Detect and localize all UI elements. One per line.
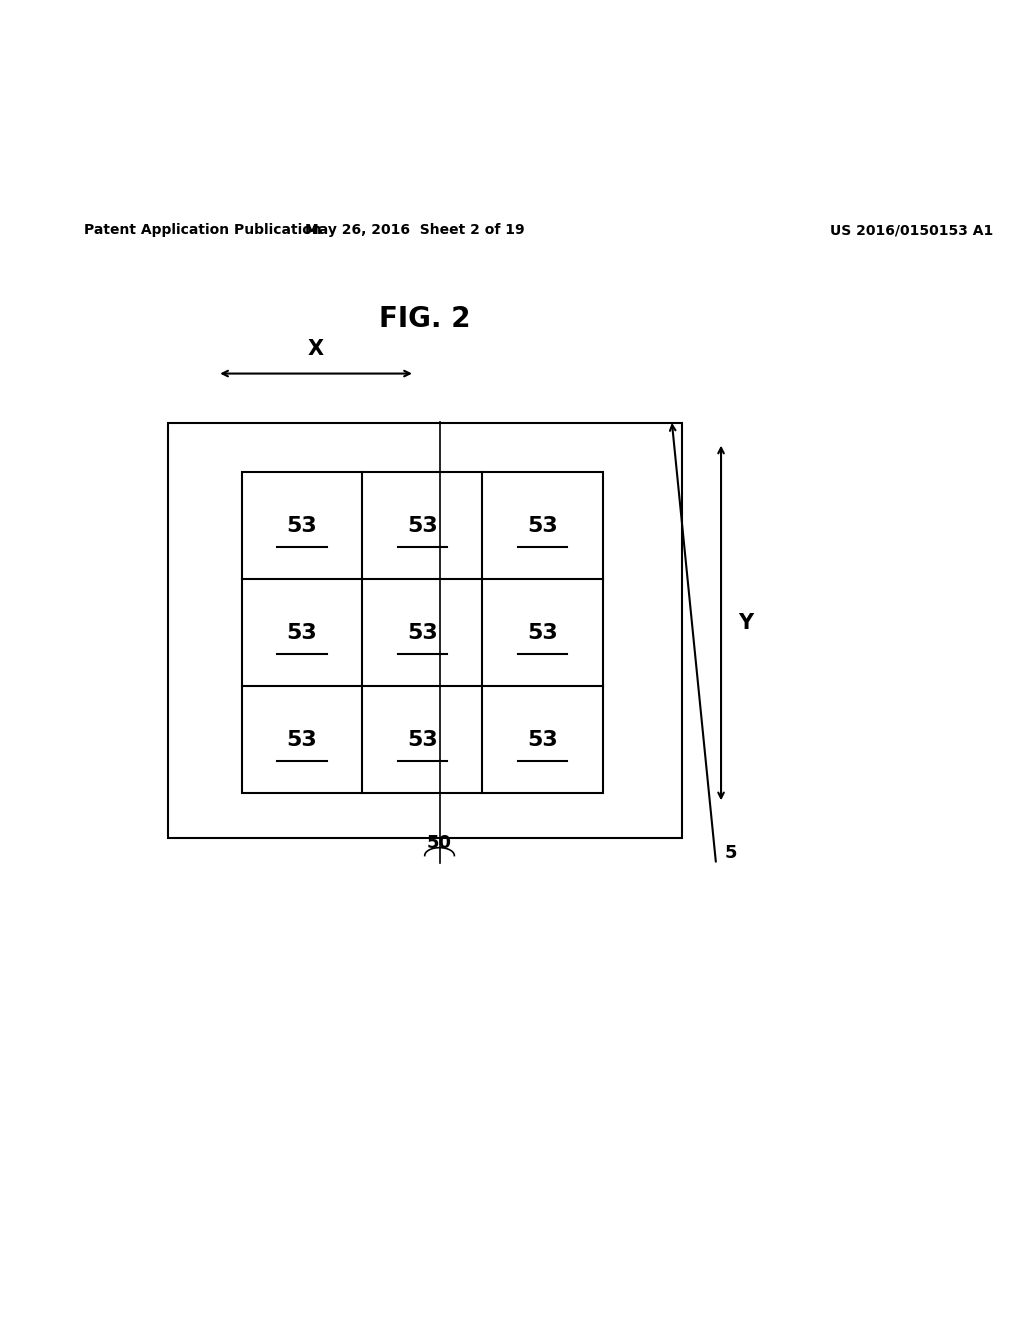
Text: 53: 53 (407, 730, 437, 750)
Text: 53: 53 (287, 516, 317, 536)
Text: US 2016/0150153 A1: US 2016/0150153 A1 (829, 223, 993, 238)
Text: FIG. 2: FIG. 2 (379, 305, 470, 333)
Text: 53: 53 (527, 516, 558, 536)
Text: 5: 5 (725, 843, 737, 862)
Bar (168, 422, 682, 838)
Text: 53: 53 (287, 730, 317, 750)
Text: 53: 53 (527, 623, 558, 643)
Text: 53: 53 (287, 623, 317, 643)
Text: Patent Application Publication: Patent Application Publication (84, 223, 322, 238)
Text: 53: 53 (527, 730, 558, 750)
Text: 53: 53 (407, 516, 437, 536)
Text: 53: 53 (407, 623, 437, 643)
Text: 50: 50 (427, 834, 452, 851)
Text: May 26, 2016  Sheet 2 of 19: May 26, 2016 Sheet 2 of 19 (305, 223, 524, 238)
Bar (242, 473, 602, 793)
Text: Y: Y (738, 612, 754, 634)
Text: X: X (308, 339, 325, 359)
